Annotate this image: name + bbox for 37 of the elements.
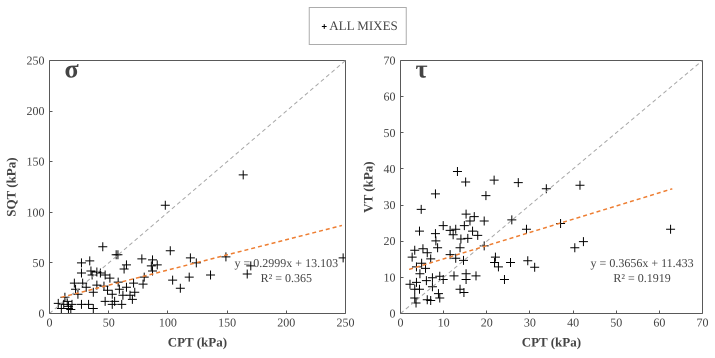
y-axis-title: VT (kPa)	[360, 161, 376, 213]
y-tick-label: 10	[384, 270, 396, 284]
y-tick-label: 0	[390, 306, 396, 320]
x-tick-label: 200	[277, 316, 296, 330]
y-tick-label: 250	[26, 54, 44, 68]
x-tick-label: 50	[610, 316, 622, 330]
y-tick-label: 70	[384, 54, 396, 68]
y-tick-label: 30	[384, 198, 396, 212]
annotation: y = 0.2999x + 13.103	[234, 256, 338, 270]
x-axis-title: CPT (kPa)	[168, 334, 228, 350]
y-axis-title: SQT (kPa)	[4, 157, 18, 217]
x-tick-label: 70	[696, 316, 708, 330]
y-tick-label: 60	[384, 90, 396, 104]
x-axis-title: CPT (kPa)	[522, 334, 582, 350]
x-tick-label: 250	[336, 316, 354, 330]
annotation: R² = 0.1919	[613, 271, 671, 286]
y-tick-label: 40	[384, 162, 396, 176]
y-tick-label: 50	[32, 256, 44, 270]
chart-title: τ	[416, 54, 428, 84]
x-tick-label: 60	[653, 316, 666, 330]
y-tick-label: 100	[26, 205, 44, 220]
y-tick-label: 50	[384, 126, 396, 140]
y-tick-label: 0	[38, 306, 44, 320]
annotation: R² = 0.365	[260, 271, 312, 286]
x-tick-label: 50	[102, 316, 115, 330]
annotation: y = 0.3656x + 11.433	[590, 256, 694, 270]
chart-title: σ	[64, 54, 79, 84]
x-tick-label: 150	[218, 316, 236, 330]
y-tick-label: 200	[26, 104, 44, 118]
x-tick-label: 40	[567, 316, 580, 330]
x-tick-label: 100	[158, 316, 177, 330]
x-tick-label: 30	[524, 316, 536, 330]
x-tick-label: 20	[480, 316, 493, 330]
legend-label: ALL MIXES	[329, 18, 398, 34]
y-tick-label: 150	[26, 154, 44, 169]
x-tick-label: 10	[438, 316, 450, 330]
y-tick-label: 20	[384, 234, 396, 248]
